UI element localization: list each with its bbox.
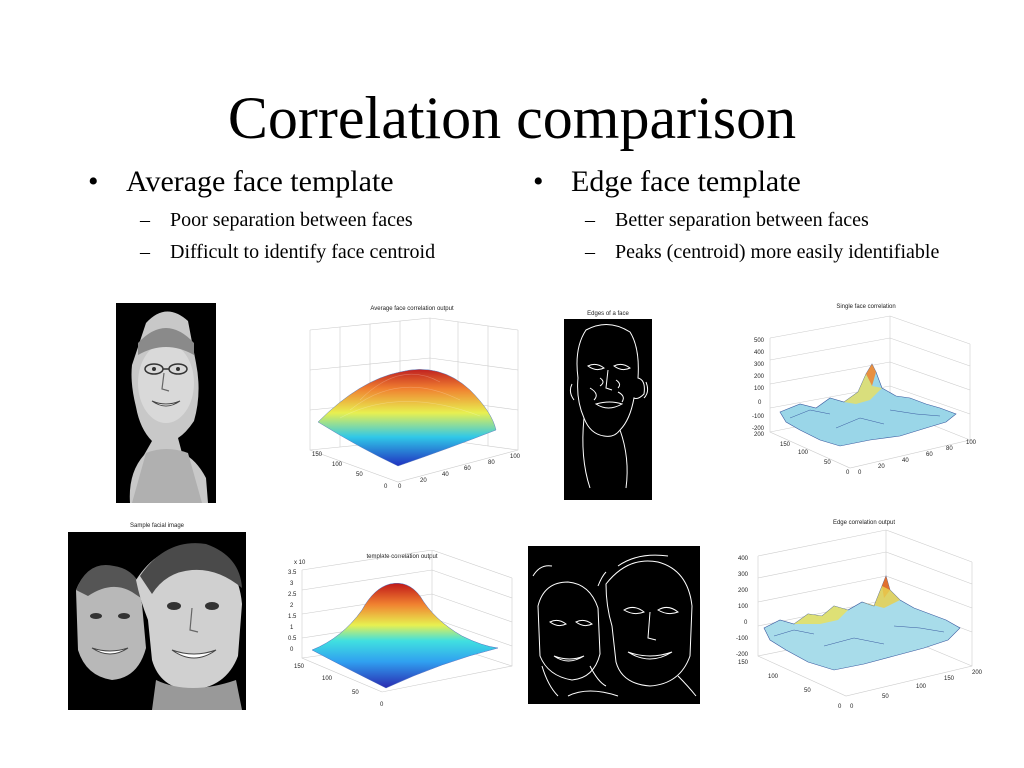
tick-label: 20 (878, 464, 885, 470)
sub-bullet-text: Better separation between faces (615, 209, 869, 231)
average-face-correlation-plot: Average face correlation output 150 100 … (300, 300, 524, 495)
tick-label: 0 (758, 400, 762, 406)
face-photo-single (116, 303, 216, 503)
tick-label: 0 (398, 484, 402, 490)
tick-label: 300 (738, 572, 749, 578)
plot-title: template correlation output (366, 554, 437, 560)
tick-label: 60 (926, 452, 933, 458)
tick-label: 80 (488, 460, 495, 466)
image-title: Sample facial image (130, 523, 185, 529)
dash-glyph: – (585, 209, 595, 231)
tick-label: 80 (946, 446, 953, 452)
tick-label: 200 (738, 588, 749, 594)
plot-title: Edge correlation output (833, 520, 895, 526)
tick-label: 150 (780, 442, 791, 448)
tick-label: 0 (290, 647, 294, 653)
tick-label: 100 (738, 604, 749, 610)
tick-label: 50 (882, 694, 889, 700)
tick-label: 40 (442, 472, 449, 478)
image-title: Edges of a face (587, 311, 629, 317)
sample-facial-image: Sample facial image (66, 520, 248, 712)
bullet-edge-face-template: • Edge face template (533, 164, 953, 200)
tick-label: 50 (352, 690, 359, 696)
tick-label: 150 (738, 660, 749, 666)
tick-label: 100 (754, 386, 765, 392)
single-face-correlation-plot: Single face correlation 500 400 300 200 … (740, 300, 980, 480)
bullet-text: Average face template (126, 165, 394, 198)
tick-label: -100 (736, 636, 749, 642)
tick-label: 200 (754, 432, 765, 438)
tick-label: 50 (804, 688, 811, 694)
tick-label: 500 (754, 338, 765, 344)
bullet-glyph: • (88, 165, 99, 198)
edges-two-faces-image (528, 546, 700, 704)
right-column: • Edge face template – Better separation… (533, 164, 953, 266)
dash-glyph: – (140, 209, 150, 231)
tick-label: 100 (332, 462, 343, 468)
tick-label: 300 (754, 362, 765, 368)
tick-label: 0 (380, 702, 384, 708)
edge-correlation-plot: Edge correlation output 400 300 200 100 … (734, 516, 992, 714)
tick-label: 50 (824, 460, 831, 466)
tick-label: 3 (290, 581, 294, 587)
sub-bullet-poor-separation: – Poor separation between faces (88, 206, 508, 234)
sub-bullet-text: Poor separation between faces (170, 209, 413, 231)
tick-label: 2.5 (288, 592, 297, 598)
tick-label: 200 (754, 374, 765, 380)
tick-label: 1 (290, 625, 294, 631)
sub-bullet-better-separation: – Better separation between faces (533, 206, 953, 234)
tick-label: 1.5 (288, 614, 297, 620)
tick-label: -200 (752, 426, 765, 432)
tick-label: 2 (290, 603, 294, 609)
tick-label: 0 (744, 620, 748, 626)
tick-label: 400 (738, 556, 749, 562)
tick-label: -100 (752, 414, 765, 420)
tick-label: 0 (838, 704, 842, 710)
tick-label: 0 (850, 704, 854, 710)
sub-bullet-text: Difficult to identify face centroid (170, 241, 436, 263)
tick-label: 60 (464, 466, 471, 472)
sub-bullet-text: Peaks (centroid) more easily identifiabl… (615, 241, 940, 263)
tick-label: 20 (420, 478, 427, 484)
tick-label: -200 (736, 652, 749, 658)
left-column: • Average face template – Poor separatio… (88, 164, 508, 266)
tick-label: 0 (846, 470, 850, 476)
tick-label: 100 (966, 440, 977, 446)
bullet-text: Edge face template (571, 165, 801, 198)
tick-label: 400 (754, 350, 765, 356)
tick-label: 200 (972, 670, 983, 676)
tick-label: 100 (798, 450, 809, 456)
template-correlation-plot: template correlation output x 10 3.5 3 2… (282, 550, 518, 710)
exponent-label: x 10 (294, 560, 306, 566)
tick-label: 100 (768, 674, 779, 680)
dash-glyph: – (585, 241, 595, 263)
tick-label: 0.5 (288, 636, 297, 642)
tick-label: 40 (902, 458, 909, 464)
sub-bullet-difficult-centroid: – Difficult to identify face centroid (88, 238, 508, 266)
tick-label: 150 (294, 664, 305, 670)
tick-label: 150 (944, 676, 955, 682)
tick-label: 150 (312, 452, 323, 458)
tick-label: 0 (858, 470, 862, 476)
tick-label: 50 (356, 472, 363, 478)
tick-label: 3.5 (288, 570, 297, 576)
sub-bullet-peaks-identifiable: – Peaks (centroid) more easily identifia… (533, 238, 953, 266)
slide-title: Correlation comparison (227, 85, 797, 151)
bullet-average-face-template: • Average face template (88, 164, 508, 200)
plot-title: Single face correlation (836, 304, 895, 310)
dash-glyph: – (140, 241, 150, 263)
tick-label: 0 (384, 484, 388, 490)
edges-of-face-image: Edges of a face (560, 308, 656, 502)
tick-label: 100 (916, 684, 927, 690)
plot-title: Average face correlation output (370, 306, 454, 312)
tick-label: 100 (510, 454, 521, 460)
tick-label: 100 (322, 676, 333, 682)
bullet-glyph: • (533, 165, 544, 198)
